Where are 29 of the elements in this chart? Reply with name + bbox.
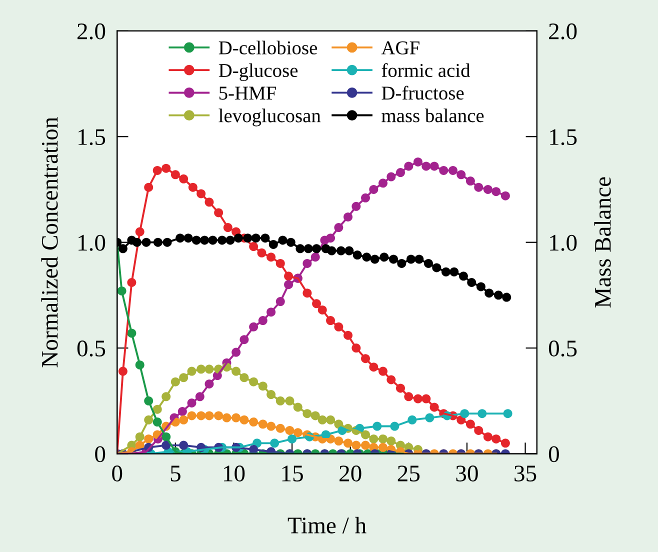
x-tick-label: 0 [112, 466, 122, 482]
y-tick-label: 1.0 [78, 234, 106, 251]
y-tick-label: 1.5 [78, 129, 106, 146]
legend-label: mass balance [382, 108, 484, 122]
y-tick-label: 0 [95, 446, 106, 462]
y-tick-label: 2.0 [78, 23, 106, 40]
legend-label: levoglucosan [218, 108, 321, 126]
legend-label: formic acid [382, 63, 470, 78]
x-tick-label: 35 [514, 466, 536, 482]
x-tick-label: 15 [282, 466, 303, 482]
legend-label: 5-HMF [219, 86, 276, 100]
x-axis-title: Time / h [288, 516, 366, 534]
legend-label: D-cellobiose [218, 40, 318, 54]
y2-tick-label: 1.5 [550, 129, 577, 146]
y2-axis-title: Mass Balance [594, 177, 611, 308]
x-tick-label: 20 [340, 466, 362, 482]
y-axis-title: Normalized Concentration [41, 117, 58, 368]
y2-tick-label: 2.0 [549, 23, 577, 40]
x-tick-label: 25 [398, 466, 420, 482]
y2-tick-label: 0.5 [548, 340, 577, 357]
y2-tick-label: 0 [548, 446, 559, 462]
x-tick-label: 30 [456, 466, 478, 482]
legend-label: AGF [381, 41, 420, 54]
x-tick-label: 5 [170, 466, 180, 482]
x-tick-label: 10 [224, 466, 245, 482]
y2-tick-label: 1.0 [550, 234, 577, 251]
legend-label: D-fructose [382, 86, 464, 100]
legend-label: D-glucose [218, 63, 298, 82]
y-tick-label: 0.5 [77, 340, 106, 357]
